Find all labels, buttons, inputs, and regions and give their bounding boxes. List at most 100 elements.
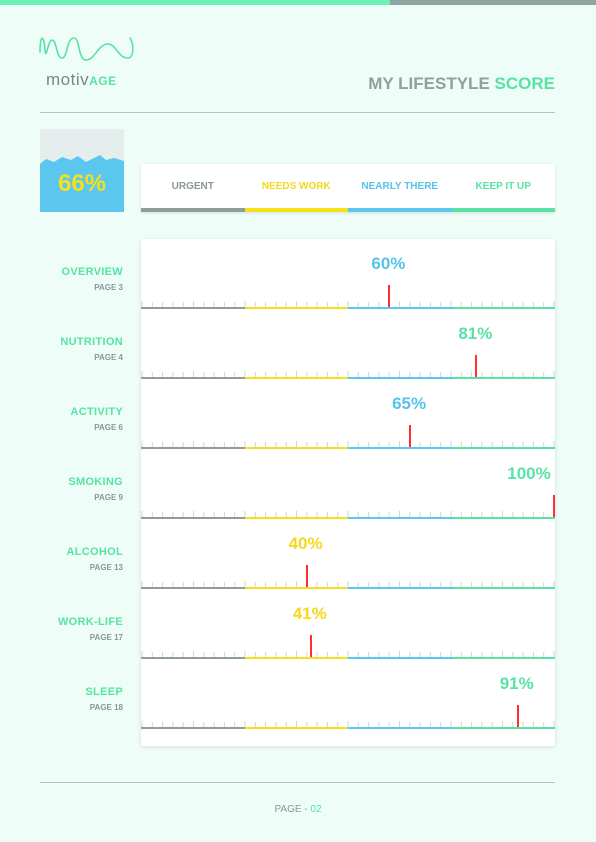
legend-color-bar	[244, 208, 348, 212]
category-page-ref[interactable]: PAGE 17	[89, 633, 123, 642]
score-row-smoking: 100%	[141, 449, 555, 519]
brand-wordmark: motivAGE	[46, 70, 117, 90]
score-percent-label: 40%	[288, 534, 323, 553]
category-name: ALCOHOL	[66, 546, 123, 558]
scale-ticks	[141, 511, 555, 517]
category-label-nutrition[interactable]: NUTRITION PAGE 4	[40, 336, 123, 362]
baseline-segment	[451, 517, 555, 519]
score-marker	[409, 425, 412, 447]
baseline-segment	[348, 377, 452, 379]
baseline-segment	[348, 587, 452, 589]
baseline-segment	[141, 587, 245, 589]
baseline-segment	[348, 447, 452, 449]
scale-ticks	[141, 301, 555, 307]
category-label-sleep[interactable]: SLEEP PAGE 18	[40, 686, 123, 712]
title-highlight: SCORE	[494, 74, 555, 93]
category-name: SLEEP	[85, 686, 123, 698]
category-name: NUTRITION	[60, 336, 123, 348]
score-percent-label: 60%	[371, 254, 406, 273]
score-percent-label: 65%	[392, 394, 427, 413]
baseline-segment	[244, 307, 348, 309]
score-fill-wave	[40, 155, 124, 212]
category-page-ref[interactable]: PAGE 9	[94, 493, 123, 502]
brand-logo: motivAGE	[38, 30, 138, 90]
score-percent-label: 41%	[292, 604, 327, 623]
baseline-segment	[244, 657, 348, 659]
scale-ticks	[141, 581, 555, 587]
baseline-segment	[348, 657, 452, 659]
category-scores-panel: 60% 81% 65% 100% 40% 41% 91%	[141, 239, 555, 746]
title-prefix: MY LIFESTYLE	[368, 74, 490, 93]
baseline-segment	[451, 587, 555, 589]
legend-label: KEEP IT UP	[475, 181, 531, 192]
baseline-segment	[244, 727, 348, 729]
baseline-segment	[244, 377, 348, 379]
category-label-overview[interactable]: OVERVIEW PAGE 3	[40, 266, 124, 292]
category-name: OVERVIEW	[61, 266, 123, 278]
scale-ticks	[141, 441, 555, 447]
category-page-ref[interactable]: PAGE 4	[94, 353, 123, 362]
overall-score-box: 66%	[40, 129, 124, 212]
legend-color-bar	[348, 208, 452, 212]
brand-name: motiv	[46, 70, 90, 89]
category-page-ref[interactable]: PAGE 6	[94, 423, 123, 432]
baseline-segment	[244, 587, 348, 589]
score-legend: URGENT NEEDS WORK NEARLY THERE KEEP IT UP	[141, 164, 555, 212]
category-name: WORK-LIFE	[57, 616, 123, 628]
overall-score-value: 66%	[57, 170, 107, 197]
page-footer: PAGE - 02	[0, 804, 596, 815]
score-percent-label: 91%	[499, 674, 534, 693]
baseline-segment	[348, 727, 452, 729]
legend-label: NEARLY THERE	[361, 181, 439, 192]
legend-item-nearly-there: NEARLY THERE	[348, 164, 452, 212]
baseline-segment	[141, 307, 245, 309]
score-row-sleep: 91%	[141, 659, 555, 729]
score-marker	[309, 635, 312, 657]
score-marker	[516, 705, 519, 727]
category-page-ref[interactable]: PAGE 18	[89, 703, 123, 712]
baseline-segment	[348, 517, 452, 519]
score-marker	[305, 565, 308, 587]
baseline-segment	[451, 657, 555, 659]
category-label-activity[interactable]: ACTIVITY PAGE 6	[40, 406, 123, 432]
category-name: ACTIVITY	[70, 406, 123, 418]
score-row-alcohol: 40%	[141, 519, 555, 589]
category-label-work-life[interactable]: WORK-LIFE PAGE 17	[40, 616, 123, 642]
score-percent-label: 81%	[458, 324, 493, 343]
footer-page-prefix: PAGE -	[274, 804, 311, 815]
score-marker	[553, 495, 555, 517]
legend-item-keep-it-up: KEEP IT UP	[451, 164, 555, 212]
brand-suffix: AGE	[89, 74, 117, 88]
scale-ticks	[141, 651, 555, 657]
baseline-segment	[451, 727, 555, 729]
scale-ticks	[141, 371, 555, 377]
baseline-segment	[451, 447, 555, 449]
score-row-nutrition: 81%	[141, 309, 555, 379]
category-page-ref[interactable]: PAGE 13	[89, 563, 123, 572]
score-marker	[388, 285, 391, 307]
category-label-smoking[interactable]: SMOKING PAGE 9	[40, 476, 123, 502]
wave-logo-icon	[39, 37, 134, 61]
baseline-segment	[141, 517, 245, 519]
baseline-segment	[451, 307, 555, 309]
legend-label: URGENT	[171, 181, 214, 192]
baseline-segment	[244, 447, 348, 449]
page-title: MY LIFESTYLE SCORE	[368, 74, 555, 94]
legend-label: NEEDS WORK	[261, 181, 331, 192]
score-marker	[475, 355, 478, 377]
baseline-segment	[141, 727, 245, 729]
score-row-overview: 60%	[141, 239, 555, 309]
baseline-segment	[451, 377, 555, 379]
legend-item-needs-work: NEEDS WORK	[244, 164, 348, 212]
category-name: SMOKING	[68, 476, 123, 488]
top-gray-bar	[390, 0, 596, 5]
score-row-activity: 65%	[141, 379, 555, 449]
legend-color-bar	[451, 208, 555, 212]
footer-page-number: 02	[310, 804, 322, 815]
score-row-work-life: 41%	[141, 589, 555, 659]
category-label-alcohol[interactable]: ALCOHOL PAGE 13	[40, 546, 123, 572]
category-page-ref[interactable]: PAGE 3	[94, 283, 123, 292]
legend-item-urgent: URGENT	[141, 164, 245, 212]
footer-divider	[40, 782, 555, 783]
baseline-segment	[244, 517, 348, 519]
